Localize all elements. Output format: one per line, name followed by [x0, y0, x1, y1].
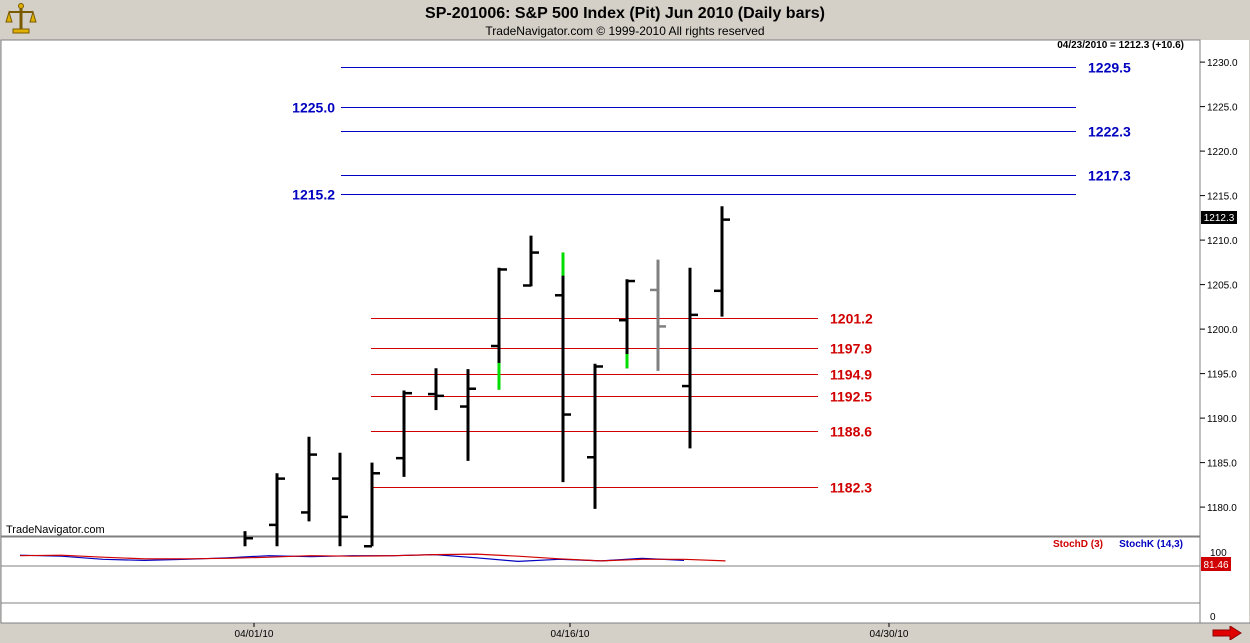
trade-navigator-logo-icon — [5, 3, 37, 34]
y-tick-label: 1190.0 — [1207, 414, 1237, 425]
y-tick-label: 1230.0 — [1207, 58, 1238, 69]
level-label: 1225.0 — [292, 100, 335, 116]
level-label: 1194.9 — [830, 367, 872, 383]
y-tick-label: 1210.0 — [1207, 236, 1238, 247]
last-price-tag — [1201, 211, 1237, 224]
scroll-right-arrow-icon[interactable] — [1212, 626, 1242, 640]
chart-header: SP-201006: S&P 500 Index (Pit) Jun 2010 … — [0, 0, 1250, 40]
level-label: 1192.5 — [830, 389, 872, 405]
stochd-line — [19, 553, 726, 562]
level-label: 1188.6 — [830, 424, 872, 440]
y-axis-area — [1200, 40, 1249, 624]
watermark-text: TradeNavigator.com — [6, 524, 105, 536]
last-price-info: 04/23/2010 = 1212.3 (+10.6) — [1057, 40, 1184, 51]
stochd-legend: StochD (3) — [1053, 539, 1103, 550]
x-tick-label: 04/30/10 — [870, 629, 909, 640]
y-tick-label: 1180.0 — [1207, 503, 1237, 514]
stochk-legend: StochK (14,3) — [1119, 539, 1183, 550]
level-lines: 1229.5 1225.0 1222.3 1217.3 1215.2 1201.2 1197… — [292, 60, 1131, 496]
y-tick-label: 1205.0 — [1207, 281, 1238, 292]
stochastic-lines — [19, 553, 726, 563]
level-label: 1201.2 — [830, 311, 873, 327]
level-label: 1222.3 — [1088, 124, 1131, 140]
y-tick-label: 1200.0 — [1207, 325, 1238, 336]
ohlc-bars — [243, 206, 730, 548]
x-tick-label: 04/16/10 — [551, 629, 590, 640]
y-tick-label: 1185.0 — [1207, 459, 1237, 470]
stoch-tick-100: 100 — [1210, 548, 1227, 559]
x-axis-area — [1, 623, 1250, 643]
stoch-tick-0: 0 — [1210, 612, 1216, 623]
y-axis: 1180.0 1185.0 1190.0 1195.0 1200.0 1205.0 1210… — [1200, 58, 1238, 514]
y-tick-label: 1215.0 — [1207, 192, 1238, 203]
level-label: 1229.5 — [1088, 60, 1131, 76]
stoch-value-text: 81.46 — [1203, 560, 1228, 571]
stoch-value-tag — [1201, 557, 1231, 571]
level-label: 1182.3 — [830, 480, 872, 496]
level-label: 1217.3 — [1088, 168, 1131, 184]
level-label: 1197.9 — [830, 341, 872, 357]
x-tick-label: 04/01/10 — [235, 629, 274, 640]
chart-copyright: TradeNavigator.com © 1999-2010 All right… — [485, 24, 765, 38]
stoch-panel — [0, 536, 1201, 624]
y-tick-label: 1225.0 — [1207, 103, 1238, 114]
x-axis: 04/01/10 04/16/10 04/30/10 — [235, 623, 909, 640]
price-panel — [0, 39, 1201, 537]
chart-title: SP-201006: S&P 500 Index (Pit) Jun 2010 … — [425, 5, 825, 22]
y-tick-label: 1195.0 — [1207, 370, 1237, 381]
level-label: 1215.2 — [292, 187, 335, 203]
last-price-tag-text: 1212.3 — [1204, 213, 1235, 224]
y-tick-label: 1220.0 — [1207, 147, 1238, 158]
